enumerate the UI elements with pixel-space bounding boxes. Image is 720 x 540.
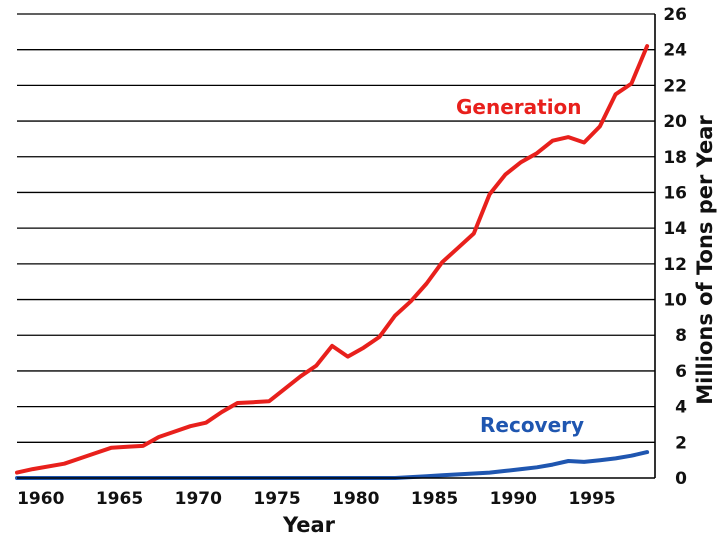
- y-tick-label-4: 8: [675, 326, 687, 346]
- y-axis-title: Millions of Tons per Year: [693, 115, 717, 405]
- y-tick-label-12: 24: [663, 41, 687, 61]
- x-axis-title: Year: [282, 513, 336, 537]
- x-tick-label-5: 1985: [411, 489, 458, 509]
- x-tick-label-7: 1995: [568, 489, 615, 509]
- tick-labels: 1960 1965 1970 1975 1980 1985 1990 199502468101…: [17, 5, 687, 509]
- y-tick-label-5: 10: [663, 291, 687, 311]
- y-tick-label-11: 22: [663, 76, 687, 96]
- axes: [17, 14, 656, 479]
- y-tick-label-7: 14: [663, 219, 687, 239]
- x-tick-label-1: 1965: [96, 489, 143, 509]
- series-label-generation: Generation: [456, 95, 582, 119]
- series-line-generation: [15, 44, 650, 475]
- x-tick-label-6: 1990: [490, 489, 537, 509]
- y-tick-label-0: 0: [675, 469, 687, 489]
- y-tick-label-3: 6: [675, 362, 687, 382]
- y-tick-label-2: 4: [675, 398, 687, 418]
- y-tick-label-8: 16: [663, 183, 687, 203]
- x-tick-label-0: 1960: [17, 489, 64, 509]
- series-label-recovery: Recovery: [480, 413, 584, 437]
- series-line-recovery: [15, 450, 650, 480]
- x-tick-label-2: 1970: [175, 489, 222, 509]
- gridlines: [17, 13, 655, 443]
- y-tick-label-9: 18: [663, 148, 687, 168]
- y-tick-label-6: 12: [663, 255, 687, 275]
- y-tick-label-1: 2: [675, 433, 687, 453]
- x-tick-label-4: 1980: [332, 489, 379, 509]
- y-tick-label-10: 20: [663, 112, 687, 132]
- y-tick-label-13: 26: [663, 5, 687, 25]
- x-tick-label-3: 1975: [253, 489, 300, 509]
